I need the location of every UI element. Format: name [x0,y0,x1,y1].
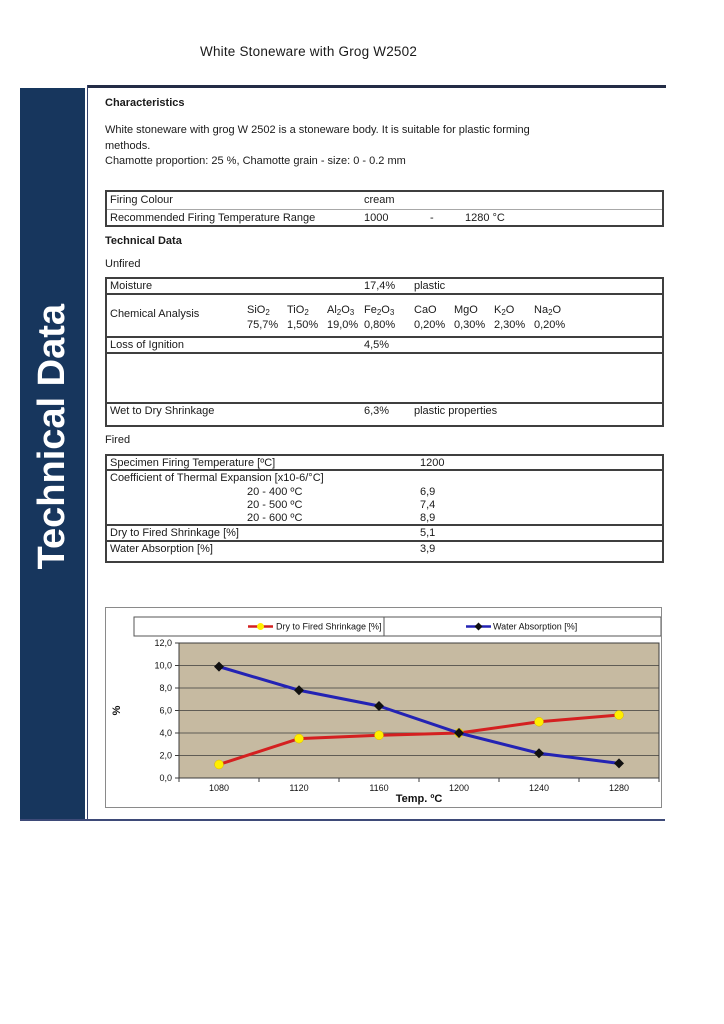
row-note: plastic properties [414,405,498,417]
sidebar-vertical-label: Technical Data [31,303,73,570]
chem-formula: SiO2 [247,304,270,317]
chart-legend [133,616,662,637]
firing-curve-chart: 0,0 2,0 4,0 6,0 8,0 10,0 12,0 1080 1120 1160 1200 1… [105,607,662,808]
chem-value: 0,20% [414,319,446,331]
characteristics-line: White stoneware with grog W 2502 is a st… [105,124,530,136]
chem-value: 75,7% [247,319,279,331]
svg-text:%: % [111,705,123,715]
left-divider-rule [87,85,88,821]
table-row: Loss of Ignition 4,5% [107,338,662,354]
chem-formula: MgO [454,304,478,316]
row-value: 6,3% [364,405,390,417]
chem-formula: Fe2O3 [364,304,395,317]
chem-formula: Al2O3 [327,304,355,317]
characteristics-heading: Characteristics [105,97,185,109]
svg-text:2,0: 2,0 [159,751,172,761]
svg-text:4,0: 4,0 [159,728,172,738]
row-value: 5,1 [420,527,436,539]
fired-section-label: Fired [105,434,131,446]
row-label: Moisture [110,280,153,292]
bottom-divider-rule [20,819,665,821]
chem-formula: K2O [494,304,515,317]
row-value: 1200 [420,457,445,469]
svg-text:0,0: 0,0 [159,773,172,783]
svg-text:1240: 1240 [529,783,549,793]
table-row: Firing Colour cream [107,192,662,210]
cte-value: 6,9 [420,486,436,498]
cte-value: 7,4 [420,499,436,511]
row-note: plastic [414,280,446,292]
unfired-table: Moisture 17,4% plastic Chemical Analysis… [105,277,664,427]
chem-value: 19,0% [327,319,359,331]
chem-value: 2,30% [494,319,526,331]
svg-text:6,0: 6,0 [159,706,172,716]
svg-text:1160: 1160 [369,783,388,793]
svg-text:1120: 1120 [289,783,308,793]
row-label: Specimen Firing Temperature [ºC] [110,457,276,469]
svg-text:1280: 1280 [609,783,629,793]
unfired-section-label: Unfired [105,258,141,270]
svg-text:8,0: 8,0 [159,683,172,693]
sidebar-banner: Technical Data [20,88,85,819]
row-label: Water Absorption [%] [110,543,213,555]
svg-text:Water Absorption [%]: Water Absorption [%] [493,622,577,632]
range-dash: - [430,212,434,224]
row-label: Chemical Analysis [110,308,200,320]
cte-range: 20 - 500 ºC [247,499,303,511]
row-label: Wet to Dry Shrinkage [110,405,215,417]
chem-value: 1,50% [287,319,319,331]
chem-value: 0,80% [364,319,396,331]
row-value: cream [364,194,395,206]
table-row: Wet to Dry Shrinkage 6,3% plastic proper… [107,404,662,419]
svg-text:12,0: 12,0 [154,638,172,648]
table-row: Moisture 17,4% plastic [107,279,662,295]
svg-text:1200: 1200 [449,783,469,793]
row-label: Coefficient of Thermal Expansion [x10-6/… [110,472,324,484]
table-row: Water Absorption [%] 3,9 [107,542,662,557]
characteristics-line: Chamotte proportion: 25 %, Chamotte grai… [105,155,406,167]
technical-data-heading: Technical Data [105,235,182,247]
svg-text:Temp. ºC: Temp. ºC [396,793,443,805]
svg-text:Dry to Fired Shrinkage [%]: Dry to Fired Shrinkage [%] [276,622,382,632]
svg-text:1080: 1080 [209,783,229,793]
chem-formula: Na2O [534,304,562,317]
row-label: Firing Colour [110,194,173,206]
chem-formula: CaO [414,304,437,316]
page-title: White Stoneware with Grog W2502 [200,44,418,59]
table-row: Specimen Firing Temperature [ºC] 1200 [107,456,662,471]
top-divider-rule [88,85,666,88]
chem-value: 0,30% [454,319,486,331]
row-label: Dry to Fired Shrinkage [%] [110,527,239,539]
firing-colour-table: Firing Colour cream Recommended Firing T… [105,190,664,227]
cte-range: 20 - 400 ºC [247,486,303,498]
row-value: 3,9 [420,543,436,555]
svg-text:10,0: 10,0 [154,661,172,671]
row-value: 1000 [364,212,389,224]
table-row: Dry to Fired Shrinkage [%] 5,1 [107,526,662,542]
firing-curve-svg: 0,0 2,0 4,0 6,0 8,0 10,0 12,0 1080 1120 1160 1200 1… [111,616,662,805]
cte-range: 20 - 600 ºC [247,512,303,524]
cte-value: 8,9 [420,512,436,524]
fired-table: Specimen Firing Temperature [ºC] 1200 Co… [105,454,664,563]
row-value-2: 1280 °C [465,212,505,224]
table-row-empty [107,354,662,404]
row-label: Loss of Ignition [110,339,184,351]
chem-formula: TiO2 [287,304,309,317]
chem-value: 0,20% [534,319,566,331]
table-row: Coefficient of Thermal Expansion [x10-6/… [107,471,662,526]
characteristics-paragraph: White stoneware with grog W 2502 is a st… [105,123,585,170]
characteristics-line: methods. [105,139,151,152]
row-value: 17,4% [364,280,396,292]
table-row: Recommended Firing Temperature Range 100… [107,210,662,225]
table-row: Chemical Analysis SiO2 TiO2 Al2O3 Fe2O3 … [107,295,662,338]
row-label: Recommended Firing Temperature Range [110,212,316,224]
row-value: 4,5% [364,339,390,351]
